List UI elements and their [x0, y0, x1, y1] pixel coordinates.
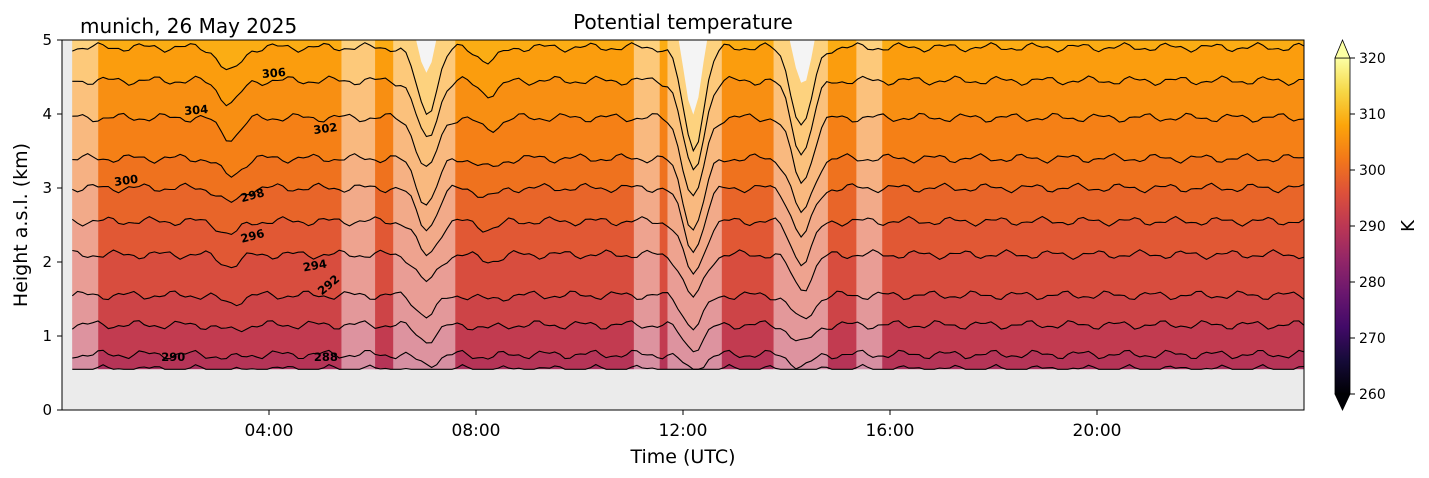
masked-interval	[341, 40, 376, 370]
colorbar-tick-label: 270	[1359, 331, 1386, 347]
theta-band	[72, 183, 1304, 275]
theta-band	[72, 216, 1304, 298]
contour-label: 300	[113, 172, 139, 189]
colorbar-tick-label: 320	[1359, 51, 1386, 67]
contour-label: 288	[314, 350, 338, 364]
x-axis-label: Time (UTC)	[629, 446, 735, 468]
masked-interval	[72, 40, 99, 370]
contour-line	[72, 182, 1304, 254]
y-tick-label: 3	[42, 179, 52, 197]
colorbar-tick-label: 300	[1359, 163, 1386, 179]
theta-band	[72, 320, 1304, 370]
y-tick-label: 4	[42, 105, 52, 123]
contour-line	[72, 41, 1304, 153]
x-tick-label: 12:00	[659, 421, 708, 441]
contour-label: 294	[302, 256, 328, 274]
x-axis: 04:00 08:00 12:00 16:00 20:00	[245, 410, 1122, 441]
theta-band	[72, 113, 1304, 230]
y-tick-label: 2	[42, 253, 52, 271]
contour-lines	[71, 41, 1304, 370]
y-axis: 0 1 2 3 4 5	[42, 31, 62, 419]
x-tick-label: 08:00	[452, 421, 501, 441]
theta-band	[72, 76, 1304, 196]
theta-band	[72, 249, 1304, 330]
chart-title: Potential temperature	[573, 10, 793, 34]
masked-interval	[633, 40, 660, 370]
masked-interval	[393, 40, 456, 370]
contour-line	[71, 320, 1304, 353]
contour-label: 296	[239, 226, 266, 246]
y-tick-label: 5	[42, 31, 52, 49]
contour-line	[72, 363, 1304, 370]
masked-interval	[773, 40, 828, 370]
colorbar: 260 270 280 290 300 310 320 K	[1334, 38, 1419, 411]
contour-label: 298	[239, 185, 266, 205]
masked-interval	[856, 40, 883, 370]
colorbar-extend-min	[1334, 393, 1351, 411]
theta-band	[72, 153, 1304, 253]
colorbar-tick-label: 290	[1359, 219, 1386, 235]
contour-label: 302	[313, 120, 339, 137]
location-date-label: munich, 26 May 2025	[80, 14, 297, 38]
colorbar-tick-label: 260	[1359, 387, 1386, 403]
colorbar-gradient	[1334, 57, 1351, 395]
y-tick-label: 0	[42, 401, 52, 419]
masked-intervals	[72, 40, 883, 370]
x-tick-label: 20:00	[1073, 421, 1122, 441]
colorbar-tick-label: 280	[1359, 275, 1386, 291]
x-tick-label: 04:00	[245, 421, 294, 441]
masked-interval	[667, 40, 722, 370]
colorbar-ticks: 260 270 280 290 300 310 320	[1350, 51, 1386, 403]
contour-line	[71, 290, 1304, 331]
theta-band	[72, 364, 1304, 370]
y-axis-label: Height a.s.l. (km)	[10, 143, 32, 307]
colorbar-label: K	[1398, 219, 1419, 232]
contour-line	[72, 349, 1304, 370]
contour-line	[72, 152, 1304, 231]
contour-label: 306	[261, 65, 286, 81]
theta-band	[72, 291, 1304, 352]
temperature-field	[72, 40, 1304, 370]
theta-band	[72, 40, 1304, 151]
contour-label: 290	[161, 350, 185, 364]
contour-line	[72, 75, 1304, 171]
colorbar-extend-max	[1334, 38, 1351, 59]
contour-line	[72, 249, 1304, 298]
contour-label: 304	[184, 102, 209, 118]
y-tick-label: 1	[42, 327, 52, 345]
theta-band	[72, 42, 1304, 170]
colorbar-tick-label: 310	[1359, 107, 1386, 123]
x-tick-label: 16:00	[866, 421, 915, 441]
contour-line	[72, 112, 1304, 197]
theta-band	[72, 350, 1304, 370]
contour-line	[71, 215, 1304, 276]
